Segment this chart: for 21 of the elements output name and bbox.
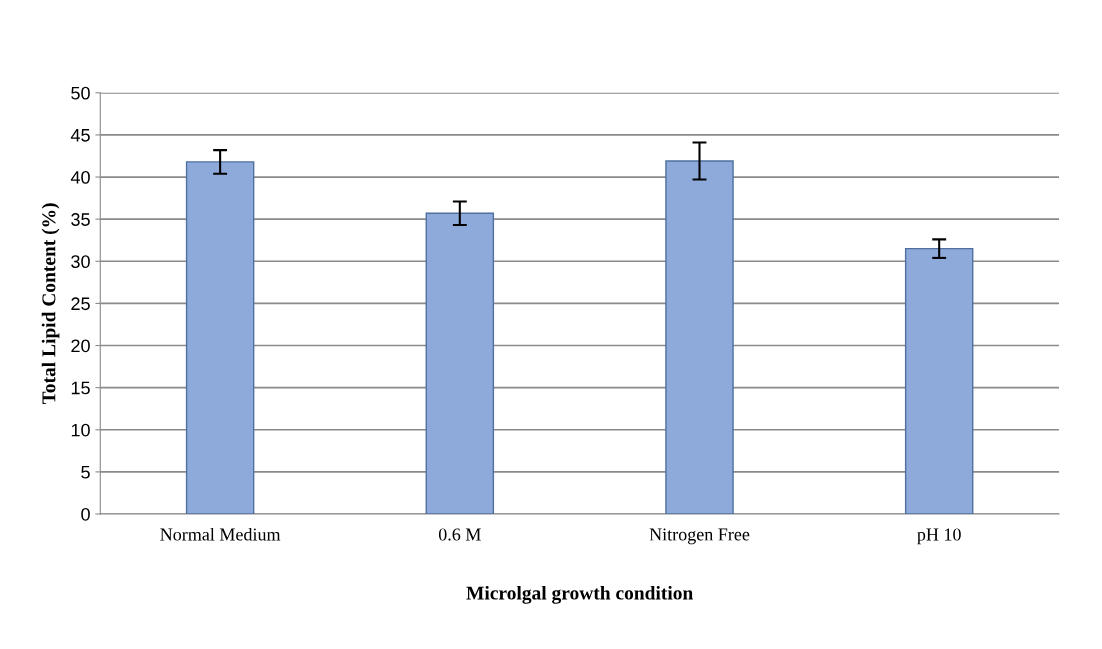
y-tick-label: 0 — [81, 507, 90, 521]
y-axis-title: Total Lipid Content (%) — [41, 203, 60, 405]
y-tick-label: 30 — [71, 255, 90, 269]
y-tick-label: 50 — [71, 86, 90, 100]
x-tick-label: pH 10 — [917, 528, 961, 545]
y-tick-label: 40 — [70, 170, 90, 184]
y-tick-label: 5 — [81, 466, 90, 479]
bar — [904, 247, 974, 515]
bar — [185, 161, 255, 515]
y-tick-label: 10 — [71, 423, 90, 437]
x-tick-label: Nitrogen Free — [649, 528, 750, 545]
y-tick-label: 35 — [71, 213, 90, 226]
y-tick-label: 25 — [71, 297, 90, 311]
y-tick-label: 45 — [70, 129, 90, 142]
y-tick-label: 15 — [71, 381, 90, 395]
x-tick-label: Normal Medium — [160, 527, 281, 541]
bar — [665, 160, 734, 515]
y-tick-label: 20 — [71, 339, 90, 353]
x-tick-label: 0.6 M — [438, 528, 481, 541]
bar — [425, 212, 495, 515]
x-axis-title: Microlgal growth condition — [466, 585, 693, 604]
